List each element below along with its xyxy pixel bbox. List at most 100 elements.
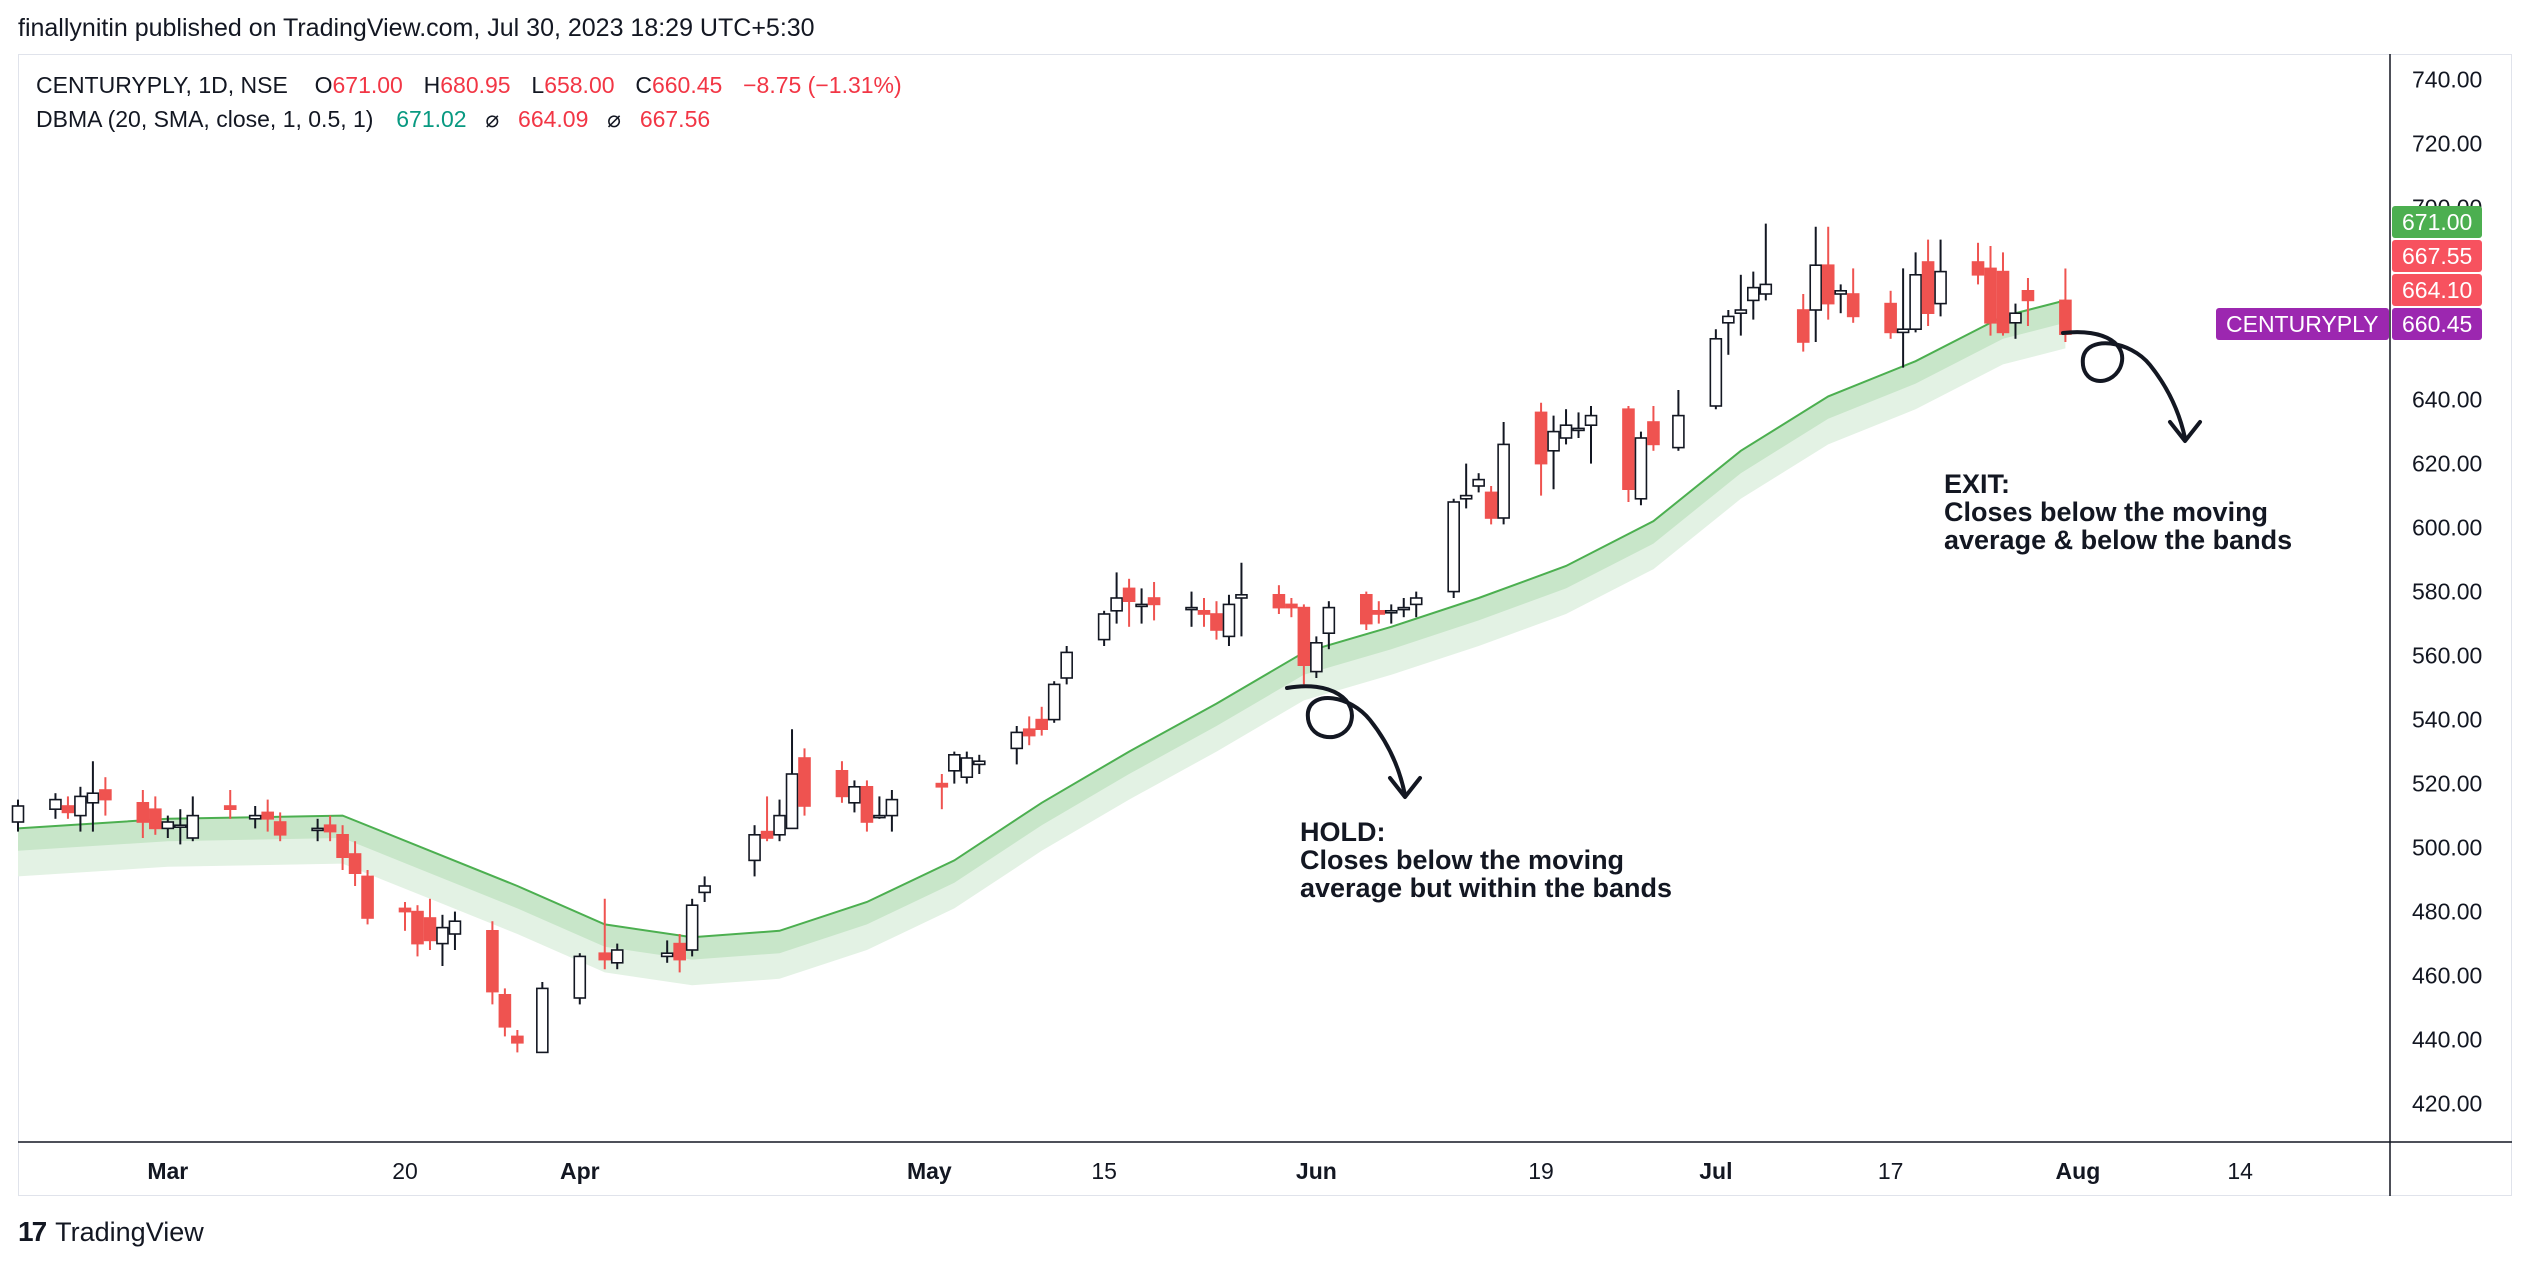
candle-body — [1384, 609, 1398, 614]
open-label: O — [314, 72, 333, 98]
candle-body — [1547, 430, 1560, 452]
candle-body — [760, 830, 774, 839]
candles — [11, 223, 2072, 1054]
candle-body — [1135, 603, 1148, 608]
candle-body — [1559, 424, 1573, 439]
candle-body — [1122, 587, 1136, 603]
candle-body — [1884, 302, 1897, 334]
candle — [1384, 604, 1398, 624]
time-tick-label: 17 — [1878, 1158, 1904, 1184]
candle — [598, 898, 612, 970]
exit-annotation: EXIT: Closes below the moving average & … — [1944, 470, 2292, 554]
price-tick-label: 440.00 — [2412, 1027, 2482, 1053]
candle — [1060, 646, 1073, 685]
candle-body — [49, 798, 62, 810]
candle-body — [248, 814, 262, 820]
candle-body — [1647, 421, 1660, 446]
candle — [1846, 268, 1860, 323]
chart-frame[interactable] — [18, 54, 2512, 1196]
candle — [1722, 310, 1735, 355]
candle-body — [311, 827, 324, 832]
candle-body — [748, 833, 761, 862]
candle — [1397, 598, 1411, 618]
symbol-legend: CENTURYPLY, 1D, NSE O671.00 H680.95 L658… — [36, 72, 902, 99]
candle-body — [1010, 731, 1024, 750]
price-tag-band-lower-value: 664.10 — [2402, 277, 2473, 303]
price-tick-label: 600.00 — [2412, 515, 2482, 541]
candle-body — [436, 926, 449, 945]
candle — [1896, 268, 1910, 368]
candle-body — [698, 885, 711, 894]
candle — [1484, 486, 1498, 525]
candle-body — [149, 808, 162, 830]
time-tick-label: Apr — [560, 1158, 600, 1184]
candle — [660, 940, 674, 963]
time-tick-label: 15 — [1091, 1158, 1117, 1184]
candle — [398, 902, 412, 931]
dbma-line — [17, 299, 2066, 939]
candle-body — [161, 821, 175, 830]
candle — [685, 898, 699, 957]
candle-body — [598, 952, 612, 961]
candle-body — [1022, 728, 1036, 737]
candle — [1622, 406, 1635, 502]
candle — [1984, 246, 1997, 336]
candle-body — [136, 801, 150, 823]
candle — [173, 809, 187, 845]
tradingview-logo-icon: 17 — [18, 1216, 47, 1247]
candle — [49, 793, 62, 819]
candle-body — [835, 769, 849, 798]
candle-body — [1634, 437, 1648, 500]
candle — [486, 921, 499, 1005]
candle — [1022, 716, 1036, 746]
candle — [348, 841, 362, 886]
low-label: L — [531, 72, 545, 98]
candle — [1547, 415, 1560, 490]
candle-body — [1285, 603, 1298, 609]
candle — [1372, 601, 1386, 624]
candle — [1035, 706, 1049, 736]
candle-body — [1909, 273, 1922, 330]
price-tag-band-lower: 664.10 — [2392, 274, 2483, 306]
candle — [161, 815, 175, 838]
candle — [1147, 582, 1161, 621]
candle — [785, 729, 799, 830]
candle-body — [1097, 613, 1111, 641]
candle-body — [873, 814, 886, 819]
candle-body — [398, 907, 412, 913]
candle — [610, 943, 624, 970]
high-value: 680.95 — [440, 72, 511, 98]
candle-body — [1497, 443, 1510, 519]
candle-body — [1147, 597, 1161, 606]
candle — [935, 774, 949, 810]
candle-body — [1322, 606, 1336, 634]
candle — [1921, 239, 1935, 326]
candle — [1821, 226, 1835, 320]
symbol-info: CENTURYPLY, 1D, NSE — [36, 72, 288, 98]
candle — [136, 790, 150, 838]
candle — [1909, 252, 1922, 333]
tradingview-logo[interactable]: 17 TradingView — [18, 1216, 204, 1248]
candle-body — [1047, 683, 1061, 721]
candle-body — [1734, 309, 1748, 315]
indicator-band1-value: 664.09 — [518, 106, 589, 132]
candle-body — [1796, 309, 1810, 343]
candle-body — [1484, 491, 1498, 519]
candle — [2009, 303, 2022, 339]
candle — [1834, 284, 1847, 314]
exit-line1: Closes below the moving — [1944, 497, 2269, 527]
candle-body — [486, 929, 499, 993]
candle-body — [336, 833, 349, 858]
candle — [885, 790, 899, 832]
candle — [1796, 294, 1810, 352]
candle-body — [1572, 427, 1585, 432]
candle-body — [960, 757, 974, 779]
candle — [1185, 591, 1198, 627]
candle — [848, 780, 861, 813]
candle-body — [511, 1035, 524, 1044]
candle — [1934, 239, 1947, 317]
candle-body — [74, 795, 87, 817]
candle — [336, 825, 349, 870]
candle-body — [798, 757, 811, 807]
